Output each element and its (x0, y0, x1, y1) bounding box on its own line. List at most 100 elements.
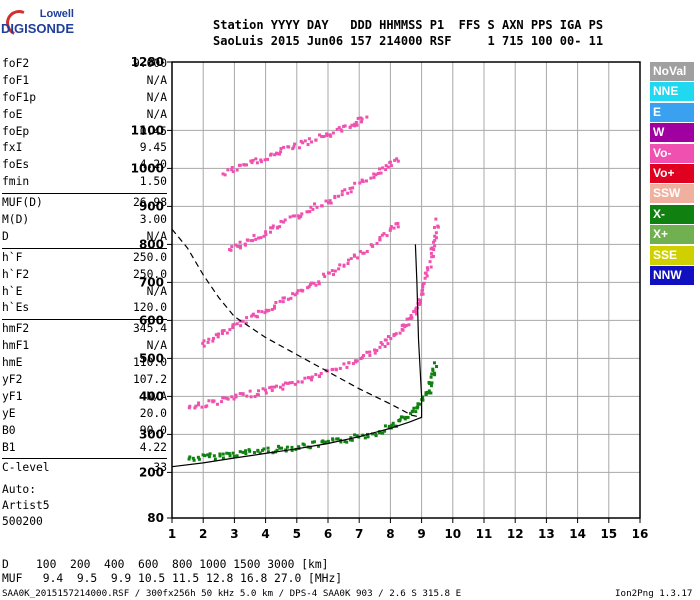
echo-mark (429, 251, 433, 255)
echo-mark (303, 376, 307, 380)
param-row: foEs 4.20 (2, 157, 167, 174)
echo-mark (215, 402, 219, 406)
echo-mark (368, 350, 372, 354)
echo-mark (264, 391, 268, 395)
echo-mark (279, 219, 283, 223)
param-value: N/A (146, 229, 167, 243)
echo-mark (252, 233, 256, 237)
echo-mark (303, 139, 307, 143)
echo-mark (330, 368, 334, 372)
echo-mark (363, 436, 367, 440)
echo-mark (351, 186, 355, 190)
echo-mark (346, 262, 350, 266)
x-tick-label: 16 (632, 527, 649, 541)
echo-mark (362, 354, 366, 358)
param-row: fmin 1.50 (2, 174, 167, 191)
echo-mark (404, 323, 408, 327)
param-value: 90.0 (139, 423, 167, 437)
x-tick-label: 15 (600, 527, 617, 541)
echo-mark (421, 285, 425, 289)
echo-mark (218, 454, 222, 458)
param-label: D (2, 229, 9, 243)
echo-mark (349, 257, 353, 261)
echo-mark (396, 225, 400, 229)
y-tick-label: 800 (139, 237, 164, 251)
echo-mark (358, 181, 362, 185)
param-value: 1.50 (139, 175, 167, 189)
echo-mark (433, 238, 437, 242)
echo-mark (433, 225, 437, 229)
echo-mark (416, 402, 420, 406)
echo-mark (263, 311, 267, 315)
echo-mark (293, 214, 297, 218)
echo-mark (228, 328, 232, 332)
echo-mark (262, 447, 266, 451)
echo-mark (389, 227, 393, 231)
x-tick-label: 11 (476, 527, 493, 541)
echo-mark (424, 392, 428, 396)
echo-mark (277, 152, 281, 156)
echo-mark (381, 431, 385, 435)
echo-mark (230, 168, 234, 172)
echo-mark (249, 159, 253, 163)
profile-line-dashed (171, 228, 422, 418)
param-value: 345.4 (132, 322, 167, 336)
param-row: yE 20.0 (2, 406, 167, 423)
echo-mark (378, 167, 382, 171)
echo-mark (196, 455, 200, 459)
echo-mark (310, 378, 314, 382)
x-tick-label: 1 (168, 527, 176, 541)
echo-mark (241, 319, 245, 323)
header-line-2: SaoLuis 2015 Jun06 157 214000 RSF 1 715 … (213, 34, 604, 48)
echo-mark (283, 218, 287, 222)
echo-mark (430, 246, 434, 250)
param-value: 120.0 (132, 301, 167, 315)
logo-top-text: Lowell (39, 8, 74, 20)
param-row: MUF(D) 26.98 (2, 195, 167, 212)
echo-mark (372, 175, 376, 179)
echo-mark (401, 328, 405, 332)
echo-mark (382, 232, 386, 236)
echo-mark (259, 158, 263, 162)
echo-mark (241, 392, 245, 396)
y-tick-label: 1280 (131, 55, 164, 69)
echo-mark (428, 260, 432, 264)
autoscaling-info: Auto: Artist5 500200 (2, 482, 50, 530)
echo-mark (244, 452, 248, 456)
echo-mark (332, 273, 336, 277)
echo-mark (300, 212, 304, 216)
echo-mark (374, 173, 378, 177)
echo-mark (285, 445, 289, 449)
echo-mark (417, 298, 421, 302)
echo-mark (228, 248, 232, 252)
footer-file-info: SAA0K_2015157214000.RSF / 300fx256h 50 k… (2, 588, 462, 599)
param-label: h`F (2, 250, 23, 264)
echo-mark (345, 440, 349, 444)
param-value: 110.0 (132, 356, 167, 370)
echo-mark (245, 316, 249, 320)
echo-mark (255, 315, 259, 319)
echo-mark (348, 125, 352, 129)
echo-mark (239, 245, 243, 249)
echo-mark (295, 291, 299, 295)
param-label: fxI (2, 141, 23, 155)
echo-mark (191, 456, 195, 460)
echo-mark (350, 123, 354, 127)
echo-mark (292, 145, 296, 149)
echo-mark (433, 371, 437, 375)
echo-mark (387, 424, 391, 428)
echo-mark (310, 375, 314, 379)
logo-bottom-text: DIGISONDE (1, 21, 74, 36)
echo-mark (225, 331, 229, 335)
echo-mark (311, 440, 315, 444)
echo-mark (360, 356, 364, 360)
auto-label: Auto: (2, 483, 37, 496)
param-row: B0 90.0 (2, 423, 167, 440)
echo-mark (319, 371, 323, 375)
echo-mark (261, 387, 265, 391)
echo-mark (401, 415, 405, 419)
x-tick-label: 9 (417, 527, 425, 541)
echo-mark (281, 387, 285, 391)
echo-mark (390, 423, 394, 427)
echo-mark (430, 255, 434, 259)
